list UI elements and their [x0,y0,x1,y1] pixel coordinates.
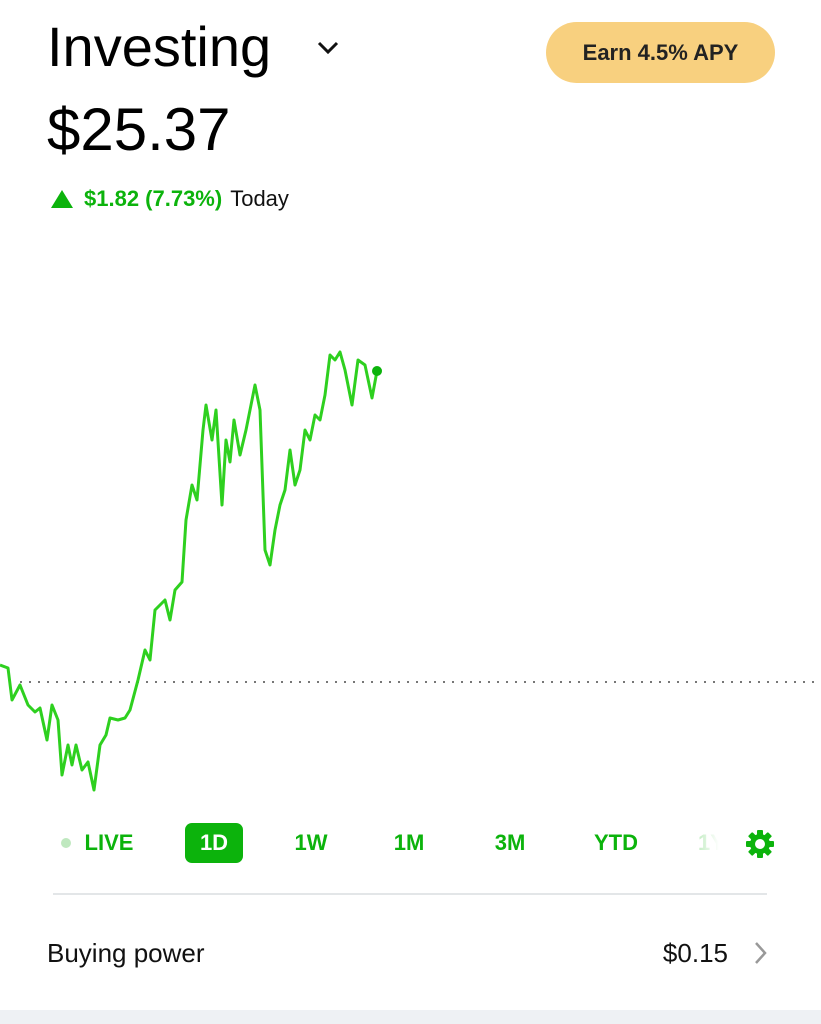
promo-button[interactable]: Earn 4.5% APY [546,22,775,83]
tab-fade [690,820,738,866]
tab-ytd[interactable]: YTD [594,830,638,855]
row-chevron[interactable] [752,940,768,966]
tab-1w[interactable]: 1W [294,830,328,855]
change-period: Today [230,186,289,211]
divider [53,893,767,895]
daily-change: $1.82 (7.73%) Today [50,185,289,213]
buying-power-value[interactable]: $0.15 [662,938,728,968]
price-line [0,350,379,792]
page-title[interactable]: Investing [47,15,272,78]
change-amount: $1.82 (7.73%) [84,186,223,211]
settings-icon[interactable] [745,829,775,859]
portfolio-value: $25.37 [47,96,231,163]
up-arrow [51,190,73,208]
tab-live[interactable]: LIVE [84,830,134,855]
tab-3m[interactable]: 3M [494,830,526,855]
tab-1m[interactable]: 1M [393,830,425,855]
portfolio-chart[interactable] [0,300,821,810]
buying-power-label[interactable]: Buying power [47,938,205,968]
footer-band [0,1010,821,1024]
live-dot [61,838,71,848]
tab-1d[interactable]: 1D [185,823,243,863]
current-point [372,366,382,376]
dropdown-chevron[interactable] [316,38,340,58]
